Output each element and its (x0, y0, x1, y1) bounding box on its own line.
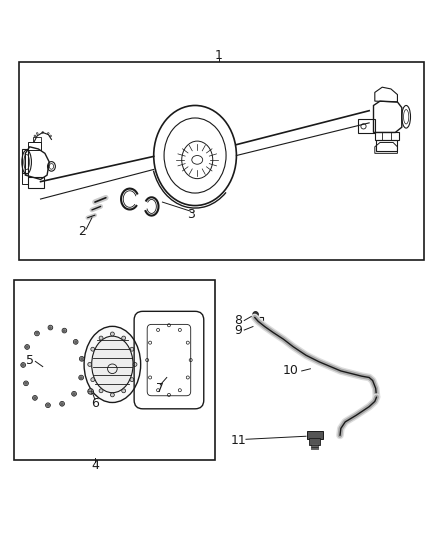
Bar (33, 137, 41, 142)
Bar (28, 177, 44, 188)
Ellipse shape (91, 347, 95, 351)
Ellipse shape (133, 362, 137, 366)
Bar (375, 132, 399, 140)
Ellipse shape (60, 401, 64, 406)
Bar (254, 317, 263, 321)
Text: 2: 2 (78, 225, 86, 238)
Bar (22, 173, 28, 184)
Ellipse shape (24, 381, 28, 386)
Ellipse shape (110, 332, 114, 336)
Ellipse shape (92, 336, 133, 393)
Bar (311, 444, 318, 449)
Ellipse shape (99, 389, 103, 393)
Ellipse shape (79, 357, 84, 361)
Text: 6: 6 (91, 397, 99, 410)
Ellipse shape (32, 395, 37, 400)
Bar (376, 140, 397, 151)
Text: 1: 1 (215, 49, 223, 62)
Text: 9: 9 (235, 325, 243, 337)
Ellipse shape (130, 378, 134, 382)
Ellipse shape (46, 403, 50, 408)
Ellipse shape (88, 389, 93, 394)
Bar (307, 431, 322, 439)
Text: 3: 3 (187, 208, 194, 221)
Ellipse shape (88, 362, 92, 366)
Text: 5: 5 (26, 353, 34, 367)
Ellipse shape (47, 133, 49, 134)
Ellipse shape (34, 135, 36, 137)
Ellipse shape (122, 389, 126, 393)
Bar (309, 438, 321, 445)
Ellipse shape (42, 132, 44, 133)
Ellipse shape (91, 378, 95, 382)
Ellipse shape (21, 362, 25, 367)
Ellipse shape (72, 391, 77, 396)
Ellipse shape (99, 336, 103, 340)
Ellipse shape (253, 312, 258, 317)
Ellipse shape (25, 344, 29, 349)
Ellipse shape (110, 393, 114, 397)
Ellipse shape (73, 340, 78, 344)
Ellipse shape (130, 347, 134, 351)
Ellipse shape (35, 331, 39, 336)
Bar (19, 62, 424, 260)
Ellipse shape (48, 325, 53, 330)
Bar (358, 119, 375, 133)
Ellipse shape (36, 133, 38, 134)
Bar (28, 142, 42, 150)
Text: 8: 8 (235, 314, 243, 327)
Ellipse shape (62, 328, 67, 333)
Text: 4: 4 (91, 459, 99, 472)
Text: 10: 10 (283, 365, 299, 377)
Ellipse shape (79, 375, 84, 380)
Ellipse shape (49, 135, 51, 137)
Bar (14, 279, 215, 460)
Text: 7: 7 (156, 382, 164, 395)
Ellipse shape (122, 336, 126, 340)
Bar (22, 149, 28, 173)
Text: 11: 11 (231, 434, 247, 447)
Ellipse shape (84, 326, 141, 402)
